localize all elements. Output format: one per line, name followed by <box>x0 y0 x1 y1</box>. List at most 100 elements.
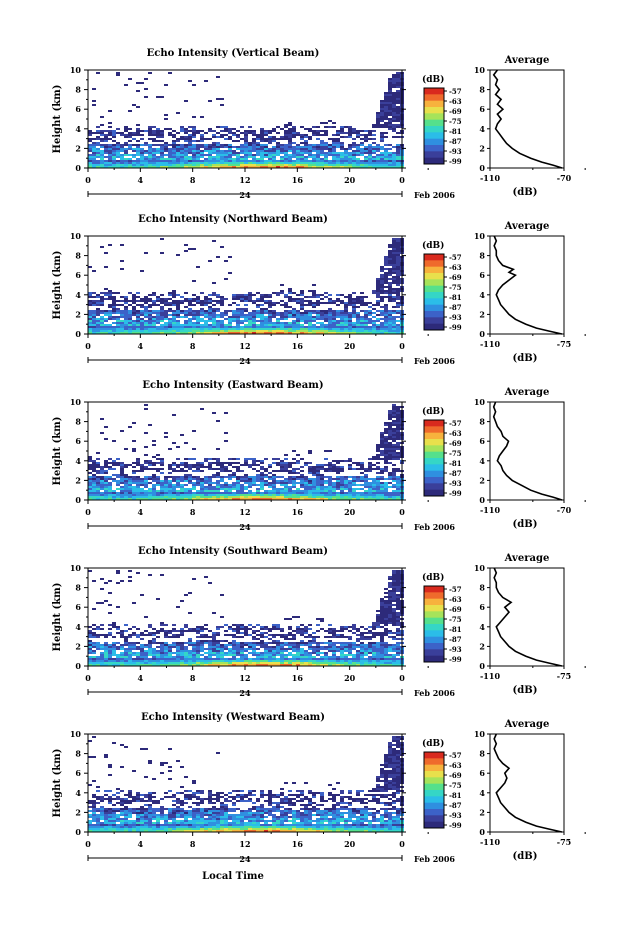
x-tick-label: 0 <box>399 175 405 185</box>
profile-y-tick-label: 4 <box>479 124 485 134</box>
colorbar-tick-label: -81 <box>449 625 462 634</box>
beam-panel-1: Echo Intensity (Northward Beam)0246810He… <box>52 214 586 366</box>
colorbar-swatch <box>424 643 444 650</box>
x-tick-label: 0 <box>85 839 91 849</box>
colorbar-unit: (dB) <box>422 572 444 583</box>
colorbar-swatch <box>424 132 444 140</box>
x-tick-label: 0 <box>399 673 405 683</box>
y-axis-label: Height (km) <box>52 417 63 486</box>
colorbar-swatch <box>424 420 444 427</box>
x-tick-label: 12 <box>239 175 250 185</box>
profile-y-tick-label: 0 <box>479 163 485 173</box>
colorbar-swatch <box>424 311 444 318</box>
y-axis-label: Height (km) <box>52 251 63 320</box>
x-tick-label: 0 <box>85 673 91 683</box>
colorbar-tick-label: -81 <box>449 127 462 136</box>
average-profile-line <box>492 69 563 169</box>
colorbar-swatch <box>424 489 444 497</box>
colorbar-swatch <box>424 796 444 804</box>
date-label: Feb 2006 <box>414 190 455 200</box>
colorbar-tick-label: -87 <box>449 303 462 312</box>
panel-title: Echo Intensity (Eastward Beam) <box>142 380 323 391</box>
colorbar-swatch <box>424 107 444 114</box>
x-tick-label: 20 <box>344 175 356 185</box>
y-tick-label: 2 <box>75 309 81 319</box>
profile-title: Average <box>504 221 550 232</box>
colorbar-swatch <box>424 771 444 778</box>
colorbar-tick-label: -63 <box>449 97 462 106</box>
colorbar-tick-label: -57 <box>449 751 462 760</box>
x-tick-label: 8 <box>190 839 196 849</box>
y-tick-label: 2 <box>75 143 81 153</box>
y-tick-label: 8 <box>75 85 81 95</box>
colorbar-swatch <box>424 821 444 829</box>
colorbar-swatch <box>424 279 444 287</box>
y-tick-label: 2 <box>75 475 81 485</box>
profile-y-tick-label: 8 <box>479 417 485 427</box>
colorbar-swatch <box>424 802 444 810</box>
colorbar-tick-label: -75 <box>449 117 462 126</box>
echo-heatmap <box>88 404 404 500</box>
colorbar-swatch <box>424 126 444 133</box>
profile-frame <box>489 69 565 169</box>
y-tick-label: 6 <box>75 768 81 778</box>
average-profile-line <box>493 235 563 335</box>
profile-y-tick-label: 0 <box>479 495 485 505</box>
x-tick-label: 4 <box>138 341 144 351</box>
colorbar-tick-label: -75 <box>449 283 462 292</box>
y-tick-label: 10 <box>70 65 82 75</box>
profile-y-tick-label: 4 <box>479 622 485 632</box>
x-tick-label: 4 <box>138 175 144 185</box>
colorbar-tick-label: -63 <box>449 761 462 770</box>
y-tick-label: 10 <box>70 397 82 407</box>
colorbar-unit: (dB) <box>422 240 444 251</box>
x-tick-label: 4 <box>138 839 144 849</box>
colorbar-swatch <box>424 88 444 95</box>
y-tick-label: 8 <box>75 251 81 261</box>
colorbar-swatch <box>424 145 444 152</box>
profile-x-tick-label: -110 <box>480 837 500 847</box>
colorbar-tick-label: -99 <box>449 323 462 332</box>
colorbar-swatch <box>424 783 444 791</box>
colorbar-swatch <box>424 285 444 293</box>
y-tick-label: 8 <box>75 417 81 427</box>
colorbar-tick-label: -81 <box>449 293 462 302</box>
y-tick-label: 8 <box>75 749 81 759</box>
profile-x-label: (dB) <box>513 187 538 198</box>
beam-panel-2: Echo Intensity (Eastward Beam)0246810Hei… <box>52 380 586 532</box>
x-tick-label: 0 <box>85 507 91 517</box>
colorbar-tick-label: -69 <box>449 107 462 116</box>
profile-y-tick-label: 10 <box>474 231 486 241</box>
profile-frame <box>489 235 565 335</box>
panel-title: Echo Intensity (Westward Beam) <box>141 712 325 723</box>
y-tick-label: 2 <box>75 807 81 817</box>
colorbar-tick-label: -69 <box>449 605 462 614</box>
colorbar-swatch <box>424 266 444 274</box>
profile-x-tick-label: -70 <box>557 173 572 183</box>
x-tick-label: 8 <box>190 507 196 517</box>
echo-heatmap <box>88 736 404 832</box>
colorbar-swatch <box>424 483 444 491</box>
colorbar-tick-label: -87 <box>449 137 462 146</box>
profile-y-tick-label: 10 <box>474 397 486 407</box>
colorbar-tick-label: -87 <box>449 469 462 478</box>
colorbar-swatch <box>424 119 444 127</box>
colorbar-tick-label: -93 <box>449 645 462 654</box>
profile-y-tick-label: 8 <box>479 583 485 593</box>
y-tick-label: 6 <box>75 602 81 612</box>
colorbar-swatch <box>424 470 444 478</box>
colorbar-unit: (dB) <box>422 738 444 749</box>
profile-y-tick-label: 2 <box>479 309 485 319</box>
x-tick-label: 12 <box>239 839 250 849</box>
x-tick-label: 20 <box>344 341 356 351</box>
profile-y-tick-label: 4 <box>479 290 485 300</box>
y-tick-label: 6 <box>75 104 81 114</box>
y-tick-label: 0 <box>75 495 81 505</box>
colorbar-frame <box>423 751 445 829</box>
colorbar-swatch <box>424 752 444 759</box>
x-tick-label: 12 <box>239 673 250 683</box>
colorbar-tick-label: -99 <box>449 489 462 498</box>
y-tick-label: 4 <box>75 788 81 798</box>
date-label: Feb 2006 <box>414 522 455 532</box>
